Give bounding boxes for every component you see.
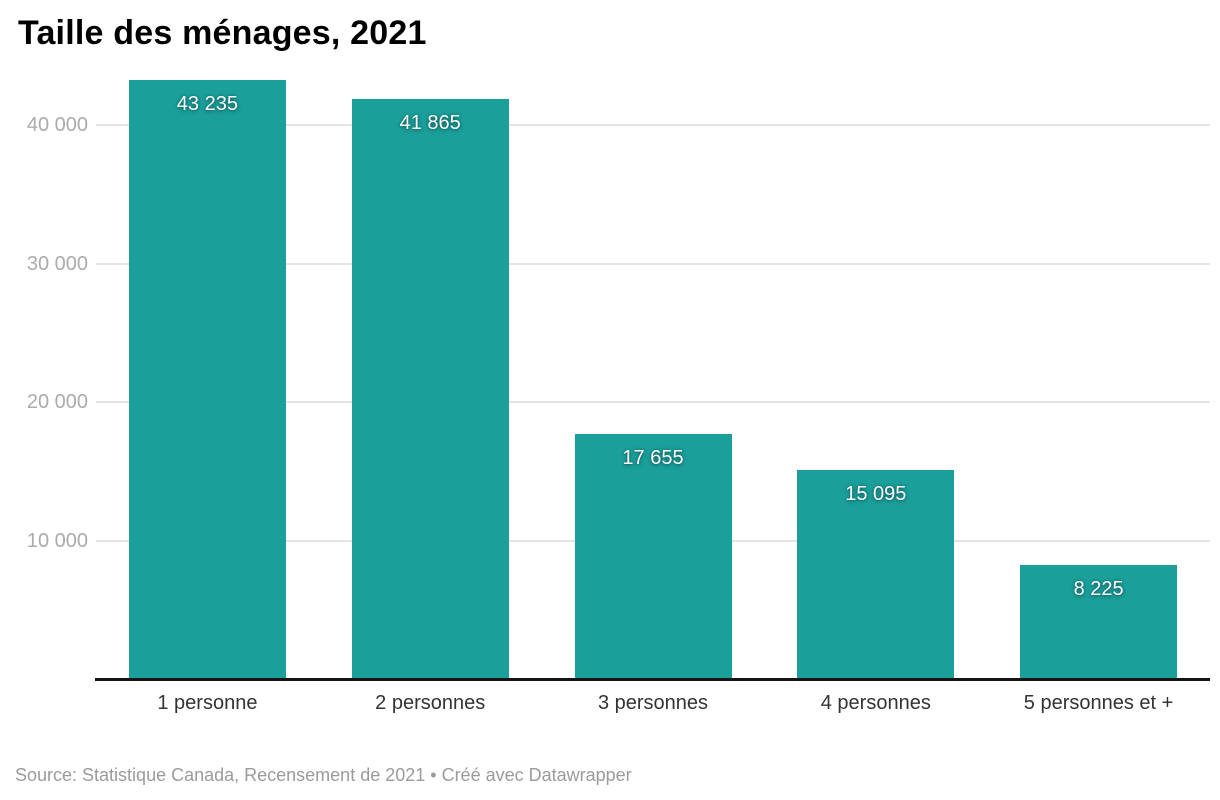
- gridline-20000: [96, 401, 1210, 403]
- bar-4 personnes: 15 095: [797, 469, 955, 679]
- bar-5 personnes et +: 8 225: [1020, 565, 1178, 679]
- bar-value-label: 43 235: [176, 93, 238, 116]
- bar-value-label: 15 095: [845, 482, 907, 505]
- x-axis-line: [95, 678, 1210, 681]
- x-axis-category-label: 1 personne: [157, 692, 258, 714]
- y-axis-tick-label: 40 000: [26, 114, 88, 136]
- x-axis-category-label: 4 personnes: [820, 692, 931, 714]
- source-credit-line: Source: Statistique Canada, Recensement …: [15, 765, 632, 785]
- x-axis-category-label: 3 personnes: [597, 692, 709, 714]
- x-axis-category-label: 2 personnes: [375, 692, 486, 714]
- bar-value-label: 8 225: [1073, 578, 1124, 601]
- bar-1 personne: 43 235: [128, 80, 286, 679]
- plot-area: 10 000 20 000 30 000 40 000 43 235 41 865 17 6…: [26, 80, 1210, 714]
- bar-value-label: 41 865: [399, 112, 461, 135]
- gridline-40000: [96, 124, 1210, 126]
- y-axis-tick-label: 20 000: [26, 391, 88, 413]
- x-axis-category-label: 5 personnes et +: [1023, 692, 1174, 714]
- y-axis-tick-label: 10 000: [26, 529, 88, 552]
- chart-title: Taille des ménages, 2021: [18, 14, 427, 52]
- bar-value-label: 17 655: [622, 447, 684, 470]
- bar-3 personnes: 17 655: [574, 434, 732, 679]
- bar-2 personnes: 41 865: [351, 99, 509, 679]
- y-axis-tick-label: 30 000: [26, 252, 88, 275]
- gridline-30000: [96, 262, 1210, 265]
